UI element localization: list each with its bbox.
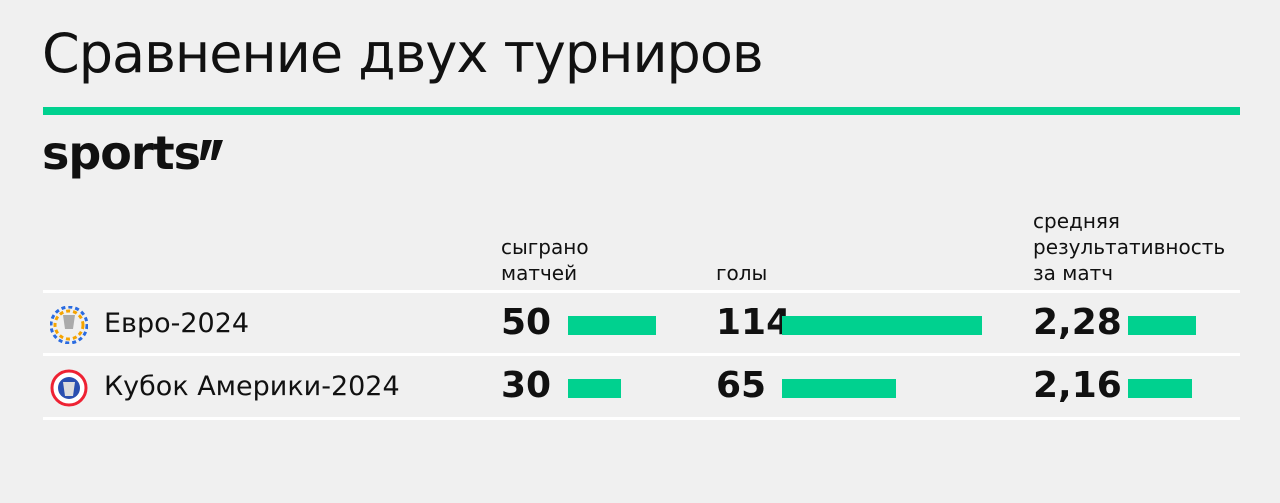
column-header: матчей — [501, 261, 578, 285]
title: Сравнение двух турниров — [42, 22, 764, 85]
separator — [43, 417, 1240, 420]
value: 65 — [716, 365, 767, 406]
row-name: Евро-2024 — [104, 308, 250, 339]
value-bar — [782, 316, 982, 335]
brand: sports — [42, 126, 226, 180]
value-bar — [1128, 316, 1196, 335]
column-header: сыграно — [501, 235, 589, 259]
brand-text: sports — [42, 126, 201, 180]
tournament-icon — [49, 305, 89, 345]
value: 50 — [501, 302, 552, 343]
column-header: средняя — [1033, 209, 1120, 233]
value: 2,28 — [1033, 302, 1122, 343]
brand-mark — [199, 140, 223, 160]
column-header: результативность — [1033, 235, 1226, 259]
value: 114 — [716, 302, 792, 343]
value: 2,16 — [1033, 365, 1122, 406]
column-header: за матч — [1033, 261, 1114, 285]
accent-rule — [43, 107, 1240, 115]
tournament-icon — [50, 369, 88, 407]
column-header: голы — [716, 261, 768, 285]
separator — [43, 353, 1240, 356]
value-bar — [1128, 379, 1193, 398]
value-bar — [568, 316, 656, 335]
value: 30 — [501, 365, 552, 406]
row-name: Кубок Америки-2024 — [104, 371, 400, 402]
separator — [43, 290, 1240, 293]
value-bar — [782, 379, 897, 398]
value-bar — [568, 379, 621, 398]
